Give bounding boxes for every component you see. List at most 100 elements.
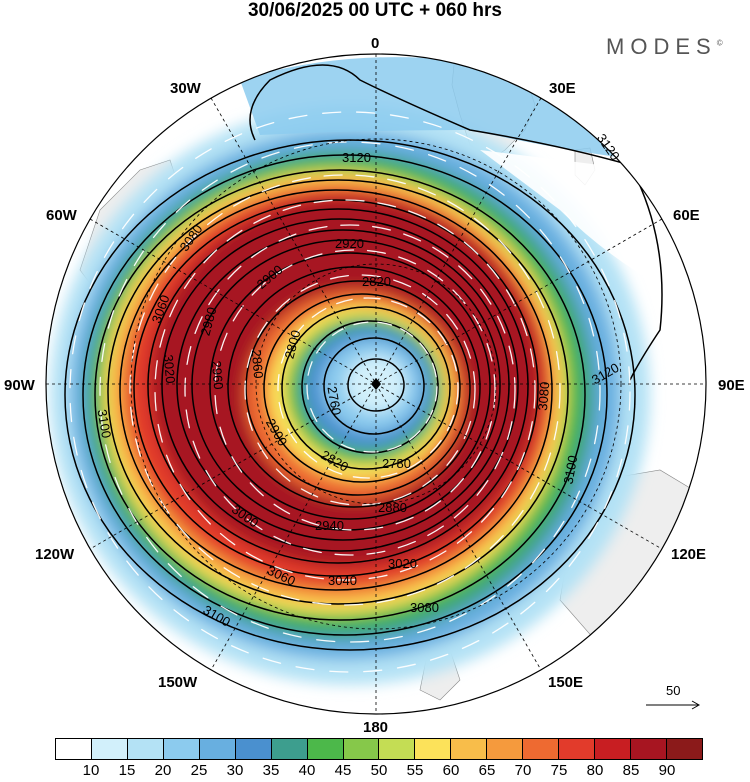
colorbar-segment [451, 739, 488, 759]
copyright-mark: © [716, 38, 723, 48]
contour-label: 2980 [198, 305, 220, 337]
polar-stereographic-map: 3120 3120 3120 3100 3100 3100 3080 3080 … [4, 35, 745, 735]
reference-vector-arrowhead [691, 700, 701, 710]
lon-label-150w: 150W [158, 674, 198, 691]
colorbar-tick-label: 20 [154, 762, 172, 779]
contour-label: 3080 [535, 381, 552, 411]
colorbar-tick-label: 40 [298, 762, 316, 779]
reference-vector: 50 [646, 683, 701, 710]
contour-label: 2940 [315, 518, 344, 533]
wind-flow-ring-5 [244, 274, 476, 506]
contour-2760 [347, 358, 405, 412]
lon-label-60w: 60W [46, 207, 78, 224]
reference-vector-label: 50 [666, 683, 680, 698]
contour-3040 [107, 179, 569, 605]
contour-3080 [82, 154, 608, 636]
wind-flow-ring-7 [306, 321, 438, 453]
wind-flow-ring-2 [154, 199, 536, 581]
wind-flow-ring-3 [184, 224, 516, 556]
contour-3000 [133, 199, 539, 577]
contour-3120-north [249, 64, 663, 381]
colorbar-tick-label: 90 [658, 762, 676, 779]
colorbar-segment [127, 739, 164, 759]
wind-flow-ring-6 [277, 297, 459, 479]
longitude-labels: 0 30E 60E 90E 120E 150E 180 150W 120W 90… [4, 35, 745, 735]
lon-label-30e: 30E [549, 80, 576, 97]
colorbar-segment [271, 739, 308, 759]
contour-label: 3120 [342, 150, 371, 165]
lon-label-60e: 60E [673, 207, 700, 224]
colorbar-tick-label: 70 [514, 762, 532, 779]
lon-label-180: 180 [363, 719, 388, 735]
colorbar-tick-label: 80 [586, 762, 604, 779]
colorbar-tick-label: 65 [478, 762, 496, 779]
colorbar-tick-label: 55 [406, 762, 424, 779]
contour-label: 3100 [561, 454, 581, 485]
map-disk [50, 54, 706, 701]
contour-label: 3100 [94, 408, 114, 439]
lon-label-150e: 150E [548, 674, 583, 691]
brand-logo: MODES© [606, 34, 723, 60]
map-boundary [45, 53, 707, 715]
colorbar-segment [595, 739, 631, 759]
contour-2960 [161, 218, 519, 552]
contour-label: 2880 [378, 500, 407, 515]
contour-3060 [94, 169, 586, 621]
colorbar-tick-label: 35 [262, 762, 280, 779]
lon-label-30w: 30W [170, 80, 202, 97]
contour-label: 3020 [388, 556, 417, 571]
wind-flow-ring-8 [99, 141, 601, 643]
colorbar-tick-label: 15 [118, 762, 136, 779]
contour-label: 2760 [324, 385, 344, 416]
contour-label: 2920 [335, 236, 364, 251]
colorbar-segment [91, 739, 128, 759]
contour-2780 [323, 337, 425, 435]
contour-label: 2820 [362, 274, 391, 289]
contour-3020 [119, 189, 553, 591]
colorbar-tick-label: 10 [82, 762, 100, 779]
colorbar-tick-label: 60 [442, 762, 460, 779]
colorbar-segment [523, 739, 560, 759]
contour-label: 3040 [328, 573, 357, 588]
colorbar-tick-label: 50 [370, 762, 388, 779]
colorbar-segment [666, 739, 702, 759]
contour-label: 3080 [410, 600, 439, 615]
colorbar-tick-label: 85 [622, 762, 640, 779]
contour-2840 [263, 293, 461, 483]
brand-name: MODES [606, 34, 717, 59]
contour-label: 2800 [282, 328, 304, 360]
colorbar-segment [163, 739, 200, 759]
colorbar-segment [199, 739, 236, 759]
map-title: 30/06/2025 00 UTC + 060 hrs [247, 0, 503, 21]
contour-2820 [281, 306, 451, 470]
contour-label: 2780 [382, 456, 411, 471]
colorbar-ticks: 10 15 20 25 30 35 40 45 50 55 60 65 70 75 80 85 90 [55, 762, 703, 782]
contour-2800 [301, 320, 439, 454]
contour-2900 [209, 252, 491, 520]
colorbar-segment [379, 739, 416, 759]
height-contours [64, 64, 663, 651]
wind-vectors [69, 111, 631, 673]
wind-flow-ring-9 [69, 111, 631, 673]
lon-label-120w: 120W [35, 546, 75, 563]
colorbar-segment [307, 739, 344, 759]
contour-label: 3020 [161, 354, 178, 384]
lon-label-90w: 90W [4, 377, 36, 394]
colorbar-segment [235, 739, 272, 759]
colorbar-tick-label: 75 [550, 762, 568, 779]
lon-label-0: 0 [371, 35, 379, 52]
wind-flow-ring-1 [129, 174, 561, 606]
contour-2880 [227, 266, 481, 508]
meridian-60e-120w [89, 218, 663, 550]
colorbar-tick-label: 45 [334, 762, 352, 779]
contour-2940 [176, 229, 510, 541]
colorbar-segment [631, 739, 667, 759]
colorbar-segment [56, 739, 92, 759]
graticule [46, 54, 706, 714]
colorbar-tick-label: 30 [226, 762, 244, 779]
colorbar-segment [415, 739, 452, 759]
lon-label-90e: 90E [718, 377, 745, 394]
contour-label: 2960 [209, 360, 226, 390]
contour-label: 2860 [249, 349, 266, 379]
colorbar-segment [343, 739, 380, 759]
